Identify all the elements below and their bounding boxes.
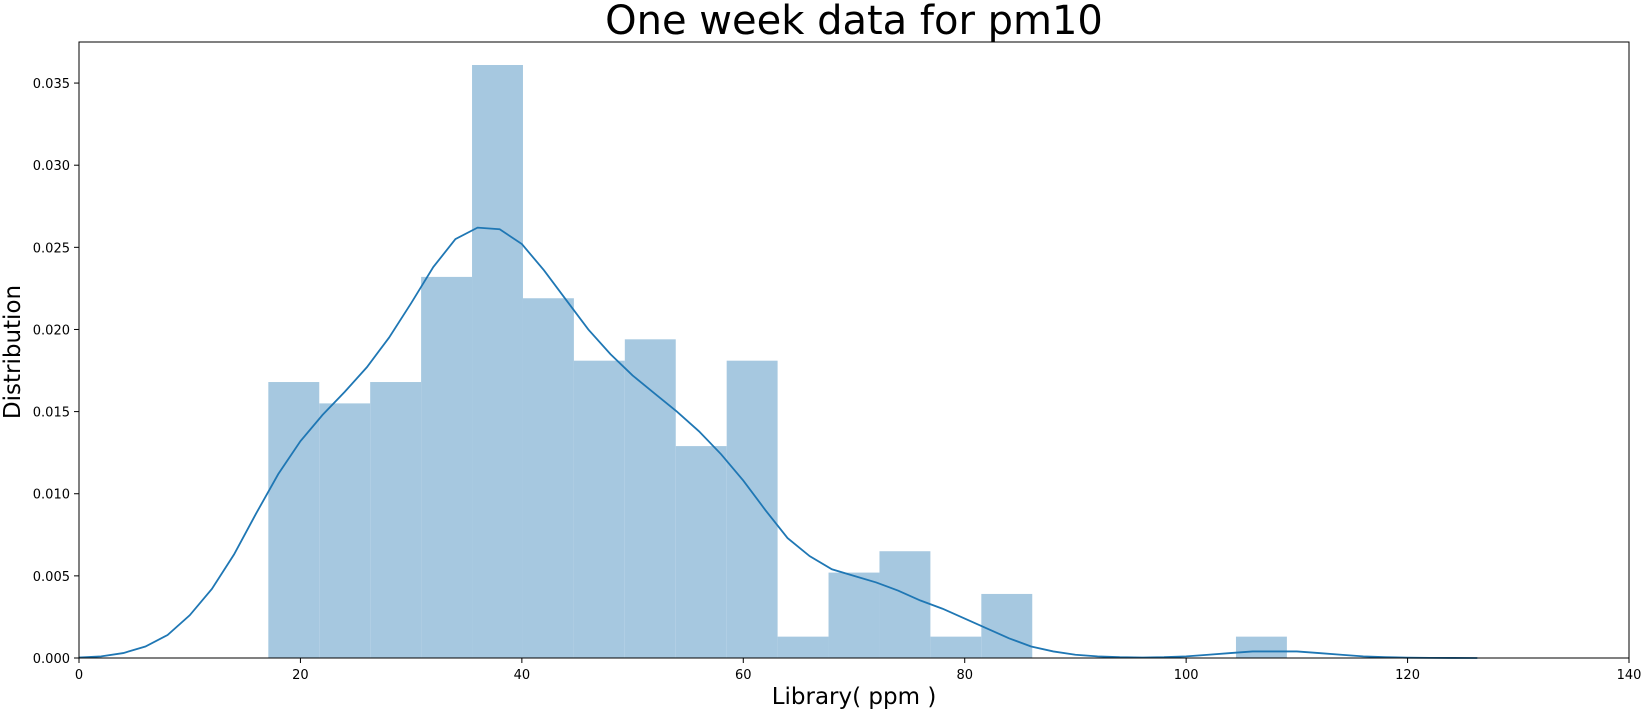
- x-tick-label: 120: [1395, 668, 1420, 683]
- histogram-bar: [624, 339, 676, 658]
- histogram-bars: [268, 64, 1287, 659]
- histogram-bar: [268, 382, 320, 658]
- histogram-bar: [370, 382, 422, 658]
- x-axis-label: Library( ppm ): [772, 684, 937, 710]
- histogram-bar: [472, 64, 523, 659]
- histogram-bar: [573, 360, 625, 658]
- y-tick-label: 0.015: [33, 406, 70, 421]
- x-axis-ticks: 0 20 40 60 80 100 120 140: [75, 658, 1641, 683]
- kde-line: [78, 226, 1478, 659]
- x-tick-label: 60: [735, 668, 752, 683]
- x-tick-label: 20: [292, 668, 309, 683]
- histogram-bar: [981, 593, 1033, 658]
- histogram-bar: [930, 636, 982, 658]
- histogram-bar: [522, 298, 574, 658]
- histogram-bar: [675, 446, 727, 658]
- x-tick-label: 0: [75, 668, 83, 683]
- histogram-bar: [319, 403, 371, 658]
- histogram-bar: [777, 636, 829, 658]
- y-tick-label: 0.030: [33, 159, 70, 174]
- histogram-bar: [421, 276, 473, 658]
- y-tick-label: 0.000: [33, 652, 70, 667]
- y-axis-label: Distribution: [0, 285, 26, 419]
- chart-title: One week data for pm10: [605, 0, 1103, 44]
- y-tick-label: 0.005: [33, 570, 70, 585]
- histogram-bar: [1235, 636, 1287, 658]
- y-tick-label: 0.035: [33, 77, 70, 92]
- x-tick-label: 100: [1174, 668, 1199, 683]
- y-tick-label: 0.025: [33, 241, 70, 256]
- x-tick-label: 80: [956, 668, 973, 683]
- y-tick-label: 0.010: [33, 488, 70, 503]
- histogram-bar: [726, 360, 778, 658]
- plot-frame: [78, 41, 1630, 659]
- y-axis-ticks: 0.000 0.005 0.010 0.015 0.020 0.025 0.030 0.035: [33, 77, 79, 667]
- histogram-bar: [828, 572, 880, 658]
- y-tick-label: 0.020: [33, 323, 70, 338]
- x-tick-label: 40: [514, 668, 531, 683]
- histogram-bar: [879, 551, 931, 658]
- x-tick-label: 140: [1617, 668, 1641, 683]
